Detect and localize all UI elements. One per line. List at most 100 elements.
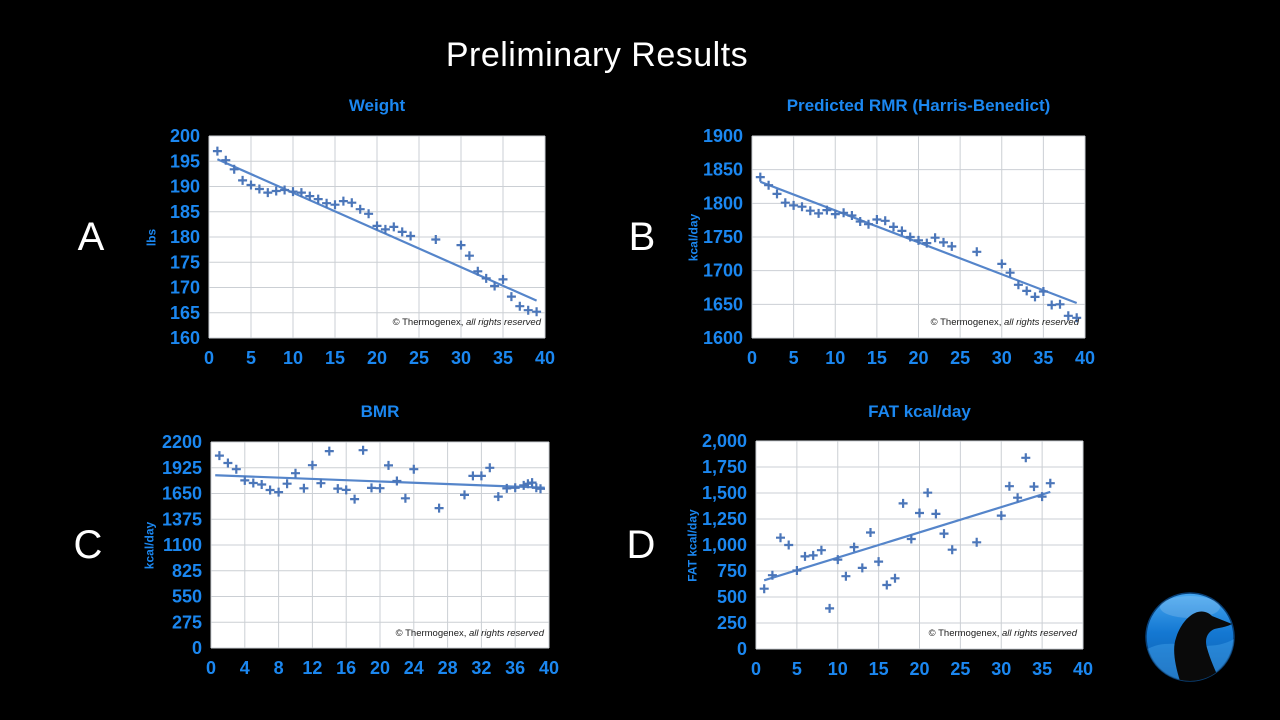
x-tick-label: 20 bbox=[370, 658, 390, 678]
y-tick-label: 825 bbox=[172, 561, 202, 581]
x-tick-label: 30 bbox=[992, 348, 1012, 368]
x-tick-label: 0 bbox=[751, 659, 761, 679]
x-tick-label: 32 bbox=[471, 658, 491, 678]
watermark-rights: all rights reserved bbox=[463, 317, 541, 328]
x-tick-label: 35 bbox=[1033, 348, 1053, 368]
scatter-points bbox=[759, 453, 1055, 613]
y-tick-label: 1375 bbox=[162, 509, 202, 529]
watermark: © Thermogenex, all rights reserved bbox=[929, 628, 1077, 639]
chart-a-title: Weight bbox=[348, 96, 406, 115]
scatter-points bbox=[212, 146, 542, 317]
watermark-rights: all rights reserved bbox=[1001, 317, 1079, 328]
chart-b-title: Predicted RMR (Harris-Benedict) bbox=[786, 96, 1051, 115]
watermark-rights: all rights reserved bbox=[466, 628, 544, 639]
y-tick-label: 1750 bbox=[703, 227, 743, 247]
x-tick-label: 40 bbox=[535, 348, 555, 368]
x-tick-label: 40 bbox=[539, 658, 559, 678]
x-tick-label: 5 bbox=[246, 348, 256, 368]
x-tick-label: 36 bbox=[505, 658, 525, 678]
y-tick-label: 190 bbox=[170, 177, 200, 197]
y-tick-label: 195 bbox=[170, 151, 200, 171]
y-tick-label: 750 bbox=[717, 561, 747, 581]
y-tick-label: 550 bbox=[172, 587, 202, 607]
x-tick-label: 40 bbox=[1073, 659, 1093, 679]
watermark-copyright: © Thermogenex, bbox=[395, 628, 467, 639]
chart-panel-b: 0 5 10 15 20 25 30 35 40 1600 1650 1700 1750 1800 1850… bbox=[703, 126, 1095, 368]
trend-line bbox=[215, 474, 545, 489]
thermogenex-penguin-logo bbox=[1145, 592, 1235, 682]
chart-d-title: FAT kcal/day bbox=[868, 402, 971, 421]
x-tick-label: 5 bbox=[792, 659, 802, 679]
x-tick-label: 30 bbox=[451, 348, 471, 368]
x-tick-label: 25 bbox=[950, 659, 970, 679]
x-tick-label: 15 bbox=[867, 348, 887, 368]
panel-label-b: B bbox=[628, 215, 656, 259]
x-tick-label: 12 bbox=[302, 658, 322, 678]
x-tick-label: 25 bbox=[950, 348, 970, 368]
chart-panel-d: 0 5 10 15 20 25 30 35 40 0 250 500 750 1,000 1,250 1,50… bbox=[702, 431, 1093, 679]
panel-label-a: A bbox=[77, 215, 105, 259]
x-tick-label: 16 bbox=[336, 658, 356, 678]
y-tick-label: 1600 bbox=[703, 328, 743, 348]
x-tick-label: 30 bbox=[991, 659, 1011, 679]
x-tick-label: 15 bbox=[325, 348, 345, 368]
chart-panel-a: 0 5 10 15 20 25 30 35 40 160 165 170 175 180 185 190 195… bbox=[170, 126, 555, 368]
x-tick-label: 20 bbox=[909, 659, 929, 679]
watermark: © Thermogenex, all rights reserved bbox=[931, 317, 1079, 328]
slide-title: Preliminary Results bbox=[445, 36, 749, 74]
scatter-points bbox=[755, 172, 1082, 323]
x-tick-label: 24 bbox=[404, 658, 424, 678]
y-tick-label: 165 bbox=[170, 303, 200, 323]
watermark: © Thermogenex, all rights reserved bbox=[396, 628, 544, 639]
y-tick-label: 250 bbox=[717, 613, 747, 633]
chart-c-title: BMR bbox=[360, 402, 400, 421]
y-tick-label: 1,750 bbox=[702, 457, 747, 477]
y-tick-label: 185 bbox=[170, 202, 200, 222]
x-tick-label: 8 bbox=[274, 658, 284, 678]
x-tick-label: 0 bbox=[206, 658, 216, 678]
x-tick-label: 25 bbox=[409, 348, 429, 368]
watermark-copyright: © Thermogenex, bbox=[928, 628, 1000, 639]
logo-gloss bbox=[1160, 596, 1220, 618]
x-tick-label: 10 bbox=[828, 659, 848, 679]
penguin-silhouette-icon bbox=[1174, 611, 1232, 681]
y-tick-label: 1900 bbox=[703, 126, 743, 146]
x-tick-label: 20 bbox=[367, 348, 387, 368]
scatter-points bbox=[214, 445, 545, 513]
watermark-rights: all rights reserved bbox=[999, 628, 1077, 639]
trend-line bbox=[763, 490, 1051, 582]
y-tick-label: 1850 bbox=[703, 160, 743, 180]
x-tick-label: 35 bbox=[1032, 659, 1052, 679]
y-tick-label: 1700 bbox=[703, 261, 743, 281]
watermark: © Thermogenex, all rights reserved bbox=[393, 317, 541, 328]
panel-label-d: D bbox=[626, 523, 656, 567]
y-tick-label: 1100 bbox=[163, 535, 202, 555]
y-tick-label: 0 bbox=[192, 638, 202, 658]
x-tick-label: 5 bbox=[789, 348, 799, 368]
x-tick-label: 0 bbox=[747, 348, 757, 368]
y-tick-label: 1800 bbox=[703, 193, 743, 213]
watermark-copyright: © Thermogenex, bbox=[392, 317, 464, 328]
y-tick-label: 1925 bbox=[162, 458, 202, 478]
y-tick-label: 275 bbox=[172, 612, 202, 632]
y-tick-label: 0 bbox=[737, 639, 747, 659]
y-tick-label: 1,250 bbox=[702, 509, 747, 529]
y-tick-label: 200 bbox=[170, 126, 200, 146]
y-tick-label: 1,000 bbox=[702, 535, 747, 555]
y-tick-label: 1650 bbox=[703, 294, 743, 314]
x-tick-label: 28 bbox=[438, 658, 458, 678]
y-tick-label: 2,000 bbox=[702, 431, 747, 451]
watermark-copyright: © Thermogenex, bbox=[930, 317, 1002, 328]
y-tick-label: 170 bbox=[170, 278, 200, 298]
x-tick-label: 0 bbox=[204, 348, 214, 368]
y-tick-label: 180 bbox=[170, 227, 200, 247]
y-tick-label: 1,500 bbox=[702, 483, 747, 503]
x-tick-label: 35 bbox=[493, 348, 513, 368]
x-tick-label: 20 bbox=[908, 348, 928, 368]
panel-label-c: C bbox=[73, 523, 103, 567]
x-tick-label: 15 bbox=[869, 659, 889, 679]
y-tick-label: 175 bbox=[170, 252, 200, 272]
x-tick-label: 10 bbox=[283, 348, 303, 368]
